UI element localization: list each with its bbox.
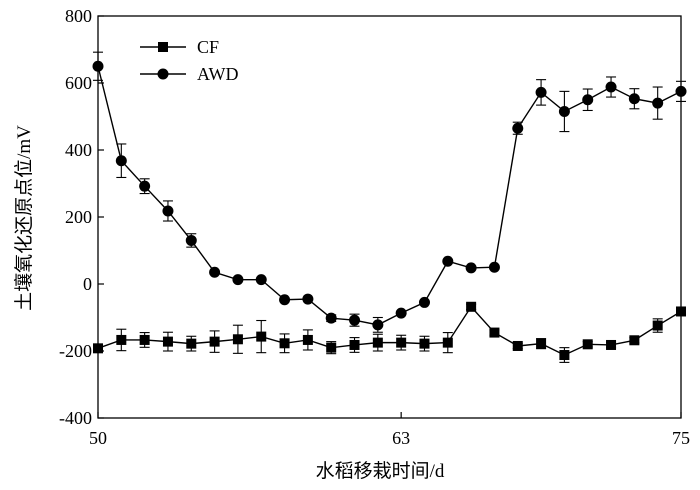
y-axis-label: 土壤氧化还原点位/mV bbox=[13, 125, 35, 311]
awd-point-8 bbox=[279, 294, 291, 306]
cf-point-10 bbox=[326, 342, 337, 353]
cf-point-9 bbox=[302, 334, 313, 345]
cf-point-16 bbox=[466, 301, 477, 312]
legend-label-cf: CF bbox=[197, 37, 219, 57]
cf-point-3 bbox=[162, 336, 173, 347]
awd-point-11 bbox=[349, 314, 361, 326]
awd-point-4 bbox=[185, 234, 197, 246]
awd-point-9 bbox=[302, 293, 314, 305]
legend-label-awd: AWD bbox=[197, 64, 239, 84]
cf-point-15 bbox=[442, 337, 453, 348]
awd-point-2 bbox=[139, 180, 151, 192]
cf-point-23 bbox=[629, 335, 640, 346]
cf-point-2 bbox=[139, 334, 150, 345]
cf-point-17 bbox=[489, 327, 500, 338]
awd-point-5 bbox=[209, 266, 221, 278]
awd-point-20 bbox=[558, 105, 570, 117]
awd-point-1 bbox=[115, 155, 127, 167]
legend-entry-awd: AWD bbox=[140, 64, 239, 84]
awd-point-15 bbox=[442, 255, 454, 267]
cf-point-8 bbox=[279, 338, 290, 349]
cf-point-12 bbox=[372, 337, 383, 348]
y-tick-label-2: 0 bbox=[83, 274, 92, 294]
cf-point-19 bbox=[536, 338, 547, 349]
legend: CF AWD bbox=[140, 37, 239, 84]
cf-point-4 bbox=[186, 338, 197, 349]
awd-point-16 bbox=[465, 262, 477, 274]
y-tick-label-6: 800 bbox=[65, 6, 92, 26]
cf-point-13 bbox=[396, 337, 407, 348]
awd-point-24 bbox=[652, 97, 664, 109]
awd-point-23 bbox=[628, 93, 640, 105]
x-tick-label-0: 50 bbox=[89, 428, 107, 448]
cf-point-6 bbox=[232, 334, 243, 345]
awd-point-13 bbox=[395, 307, 407, 319]
x-tick-label-1: 63 bbox=[392, 428, 410, 448]
cf-point-21 bbox=[582, 339, 593, 350]
awd-point-14 bbox=[418, 296, 430, 308]
plot-area bbox=[92, 51, 687, 363]
y-tick-label-0: -400 bbox=[59, 408, 92, 428]
awd-point-7 bbox=[255, 274, 267, 286]
y-tick-label-5: 600 bbox=[65, 73, 92, 93]
awd-point-21 bbox=[582, 94, 594, 106]
cf-point-5 bbox=[209, 336, 220, 347]
awd-point-17 bbox=[488, 261, 500, 273]
cf-point-14 bbox=[419, 338, 430, 349]
cf-line bbox=[97, 305, 682, 356]
legend-marker-awd bbox=[157, 68, 169, 80]
cf-point-22 bbox=[606, 339, 617, 350]
cf-point-20 bbox=[559, 350, 570, 361]
legend-entry-cf: CF bbox=[140, 37, 219, 57]
series-awd bbox=[92, 51, 687, 333]
axes: -400 -200 0 200 400 600 800 50 63 75 bbox=[59, 6, 690, 448]
awd-point-10 bbox=[325, 312, 337, 324]
cf-point-1 bbox=[116, 334, 127, 345]
cf-point-7 bbox=[256, 331, 267, 342]
awd-point-6 bbox=[232, 274, 244, 286]
cf-point-24 bbox=[652, 320, 663, 331]
series-cf bbox=[93, 301, 686, 363]
y-tick-label-3: 200 bbox=[65, 207, 92, 227]
cf-point-18 bbox=[512, 340, 523, 351]
awd-line bbox=[97, 66, 682, 326]
awd-point-12 bbox=[372, 319, 384, 331]
y-tick-label-1: -200 bbox=[59, 341, 92, 361]
plot-frame bbox=[97, 15, 682, 419]
x-tick-label-2: 75 bbox=[672, 428, 690, 448]
legend-marker-cf bbox=[158, 42, 168, 52]
y-tick-label-4: 400 bbox=[65, 140, 92, 160]
awd-point-19 bbox=[535, 86, 547, 98]
x-axis-label: 水稻移栽时间/d bbox=[316, 460, 445, 482]
awd-point-18 bbox=[512, 122, 524, 134]
awd-point-22 bbox=[605, 81, 617, 93]
cf-point-11 bbox=[349, 339, 360, 350]
awd-point-3 bbox=[162, 205, 174, 217]
